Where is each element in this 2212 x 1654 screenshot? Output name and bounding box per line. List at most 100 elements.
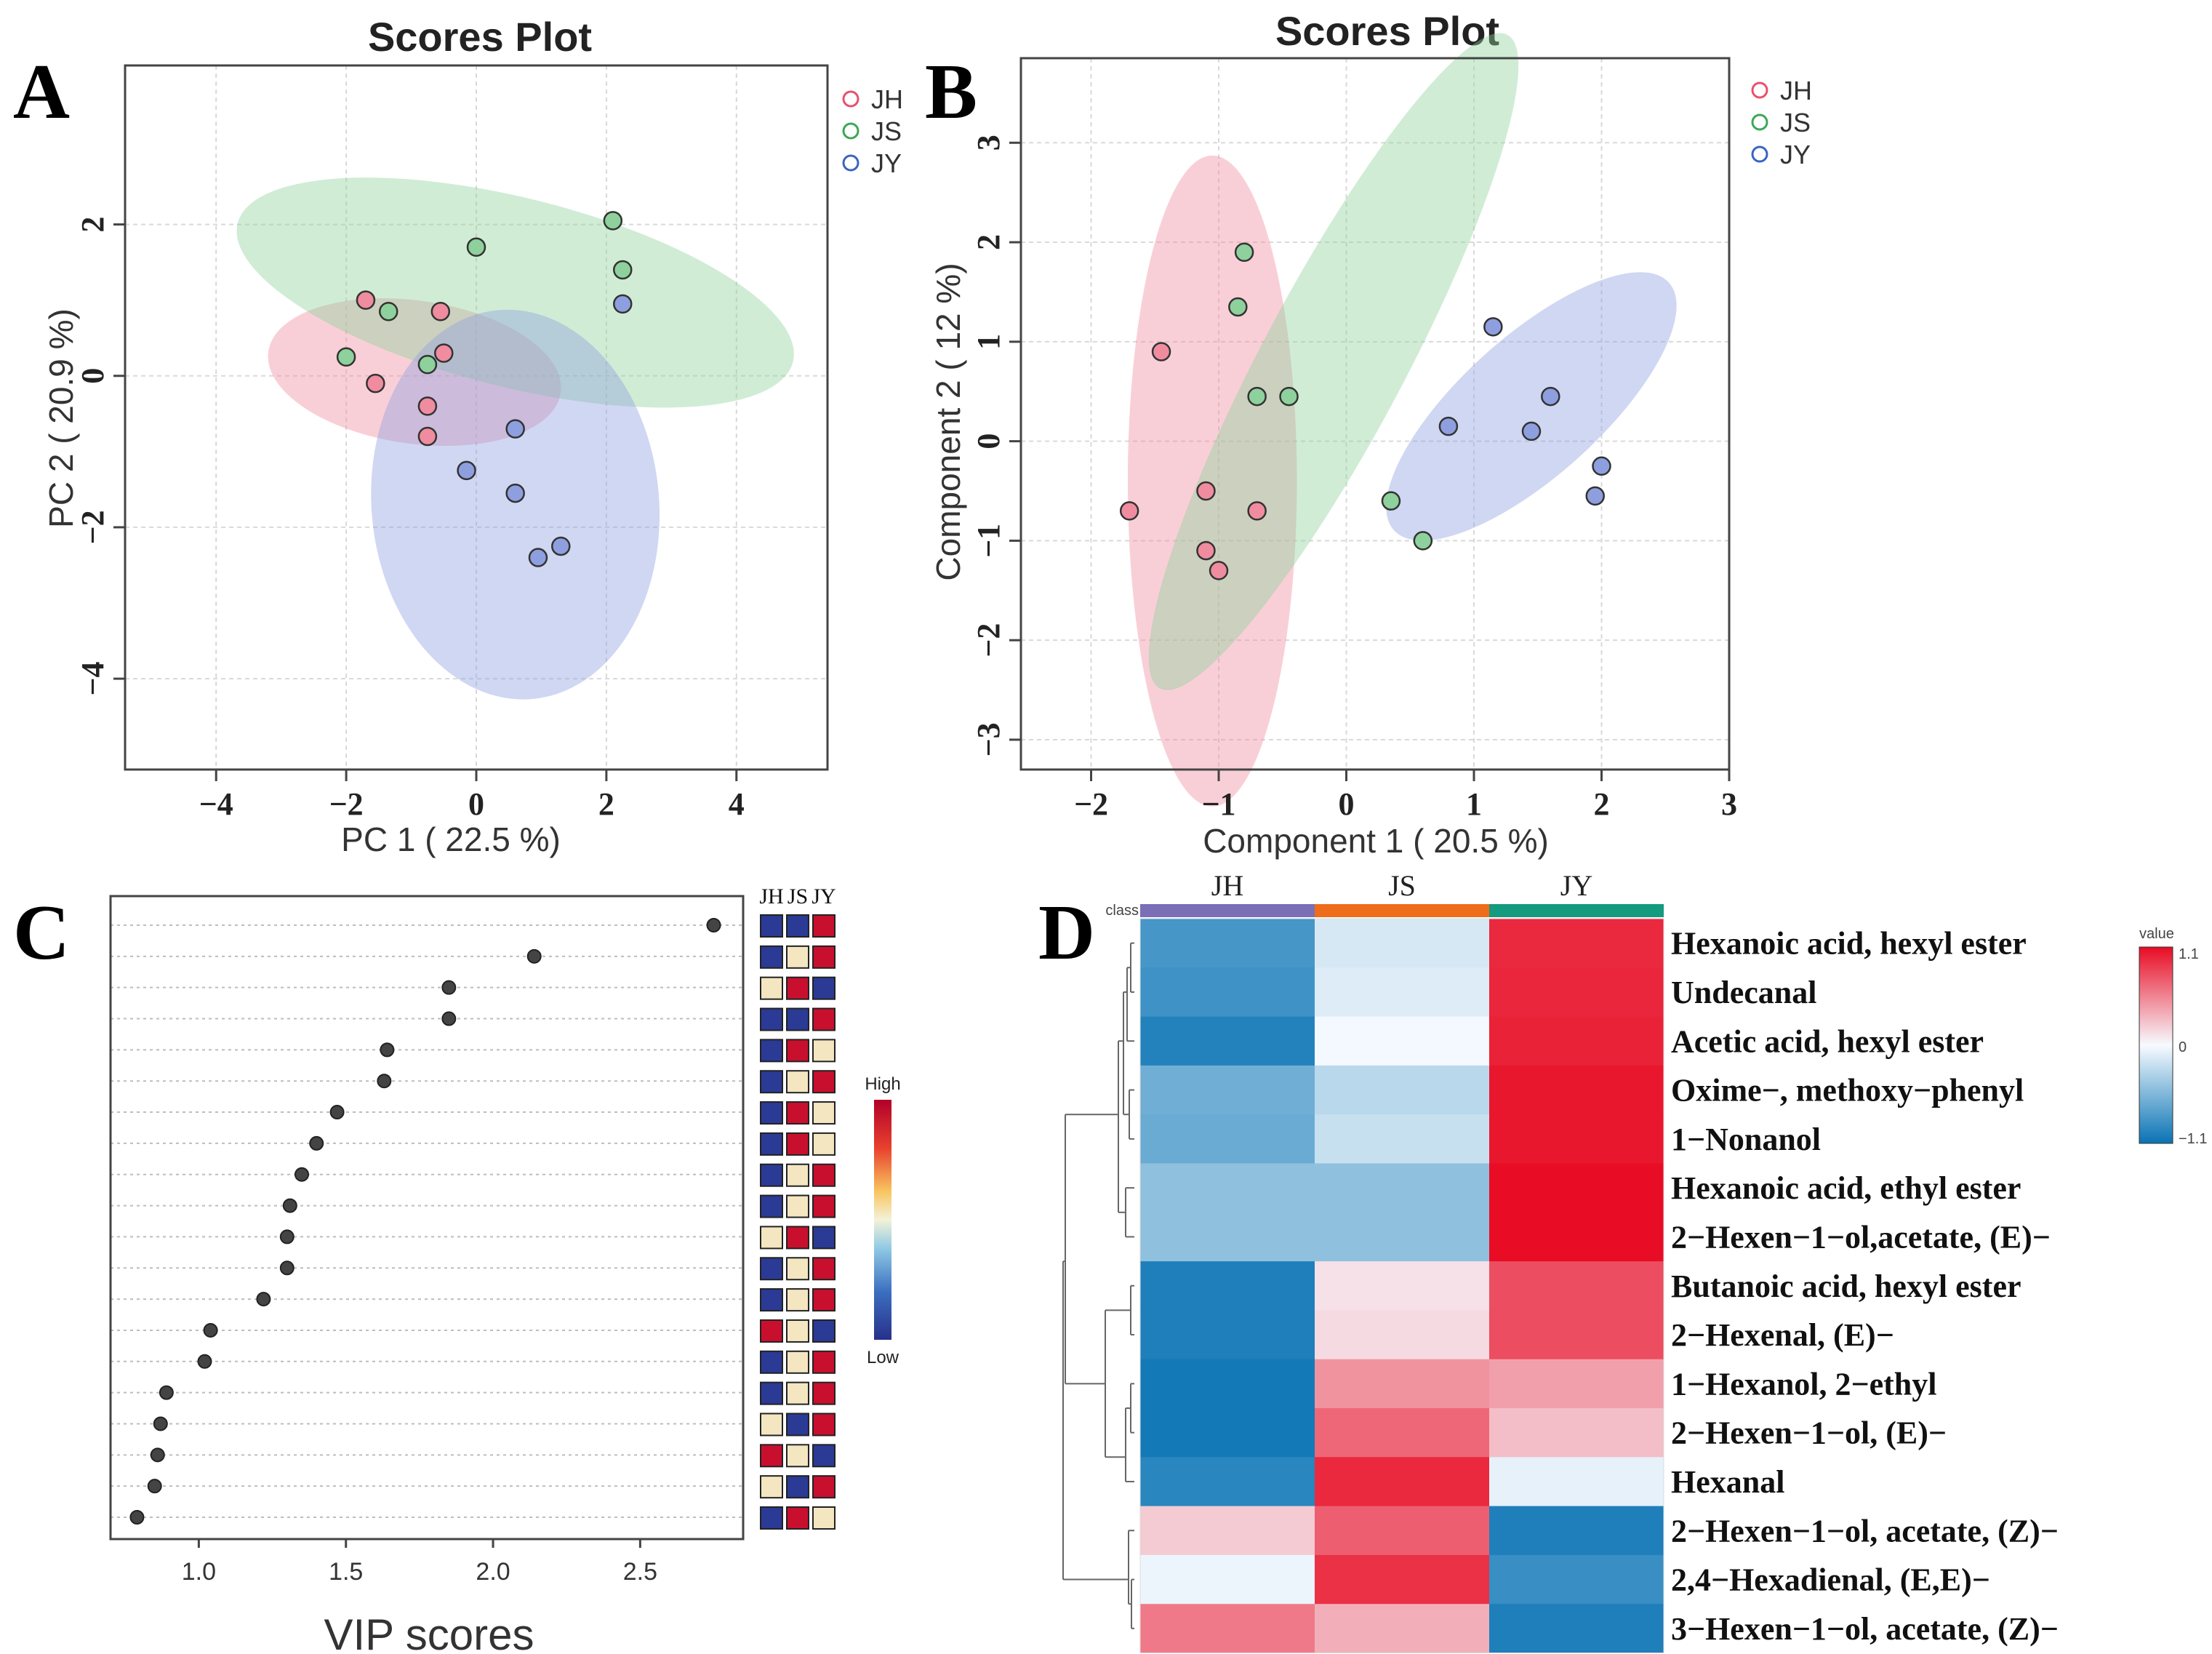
panel-c-vip-point-12 — [256, 1292, 271, 1307]
panel-c-cell-14-js — [786, 1350, 809, 1374]
panel-d-cell-7-jy — [1489, 1261, 1664, 1311]
panel-c-cell-11-jy — [812, 1257, 835, 1281]
panel-b-x-tick-label-0: −2 — [1074, 786, 1108, 822]
panel-c-cell-2-js — [786, 976, 809, 1000]
panel-d-row-label-8: 2−Hexenal, (E)− — [1671, 1317, 1894, 1353]
panel-c-cell-6-jh — [760, 1101, 783, 1125]
panel-b-point-jh-2 — [1196, 481, 1216, 501]
panel-a-point-js-3 — [379, 302, 398, 321]
panel-d-cell-13-js — [1315, 1554, 1490, 1605]
panel-d-row-label-12: 2−Hexen−1−ol, acetate, (Z)− — [1671, 1513, 2059, 1549]
panel-a-scores-plot: Scores Plot −4 −2 0 2 4 −4 −2 0 2 PC 1 ( 22.5 %)… — [42, 14, 903, 858]
panel-b-point-js-0 — [1234, 242, 1254, 262]
panel-a-legend-marker-js — [842, 122, 859, 140]
panel-b-point-js-2 — [1247, 386, 1267, 407]
panel-a-legend-label-jh: JH — [871, 84, 903, 114]
panel-d-row-label-1: Undecanal — [1671, 975, 1816, 1010]
panel-c-x-axis-label: VIP scores — [324, 1610, 534, 1654]
panel-d-row-label-11: Hexanal — [1671, 1464, 1784, 1500]
panel-a-x-tick-label-4: 4 — [729, 786, 745, 822]
panel-c-cell-18-js — [786, 1475, 809, 1499]
panel-c-group-matrix: JH JS JY — [759, 884, 836, 1530]
panel-c-cell-8-jh — [760, 1163, 783, 1187]
panel-b-x-tick-label-4: 2 — [1594, 786, 1610, 822]
panel-b-scores-plot: Scores Plot −2 −1 0 1 2 3 −3 −2 −1 0 1 2 3 Component… — [929, 8, 1812, 860]
panel-d-cell-9-jy — [1489, 1359, 1664, 1409]
panel-d-cell-1-jh — [1140, 967, 1315, 1018]
panel-c-cell-11-jh — [760, 1257, 783, 1281]
panel-b-point-jh-1 — [1119, 501, 1139, 521]
panel-b-point-jy-2 — [1438, 416, 1459, 436]
panel-d-cell-13-jy — [1489, 1554, 1664, 1605]
panel-d-cell-10-js — [1315, 1408, 1490, 1458]
panel-c-cell-16-js — [786, 1413, 809, 1437]
panel-a-point-jy-2 — [457, 460, 476, 481]
panel-c-cell-16-jy — [812, 1413, 835, 1437]
panel-a-x-tick-label-3: 2 — [598, 786, 614, 822]
panel-c-cell-12-jy — [812, 1288, 835, 1312]
panel-c-vip-plot: 1.0 1.5 2.0 2.5 VIP scores JH JS JY High Low — [109, 884, 901, 1654]
panel-d-class-label: class — [1105, 903, 1139, 919]
panel-c-cell-12-jh — [760, 1288, 783, 1312]
panel-b-ellipse-js — [1148, 33, 1519, 690]
panel-d-row-label-9: 1−Hexanol, 2−ethyl — [1671, 1366, 1936, 1402]
panel-c-group-header-jy: JY — [812, 884, 835, 908]
panel-a-ellipse-js — [236, 177, 794, 408]
panel-d-cell-14-jy — [1489, 1604, 1664, 1653]
panel-c-x-tick-label-3: 2.5 — [623, 1558, 657, 1586]
panel-b-y-tick-label-5: 2 — [971, 234, 1006, 250]
panel-d-cell-2-js — [1315, 1016, 1490, 1066]
panel-d-cell-5-js — [1315, 1163, 1490, 1213]
panel-c-vip-point-3 — [441, 1011, 457, 1026]
panel-d-cell-0-jh — [1140, 919, 1315, 968]
panel-a-y-tick-label-2: 0 — [75, 368, 111, 384]
panel-d-row-label-5: Hexanoic acid, ethyl ester — [1671, 1170, 2021, 1206]
panel-b-point-js-4 — [1381, 491, 1401, 511]
panel-b-y-tick-label-2: −1 — [971, 524, 1006, 558]
panel-d-column-header-jy: JY — [1560, 869, 1592, 902]
panel-c-cell-17-jh — [760, 1444, 783, 1468]
panel-a-ellipse-jy — [371, 309, 660, 700]
panel-d-row-label-6: 2−Hexen−1−ol,acetate, (E)− — [1671, 1219, 2051, 1255]
panel-b-point-jy-3 — [1521, 421, 1542, 442]
panel-b-x-tick-label-5: 3 — [1721, 786, 1737, 822]
panel-d-cell-3-jy — [1489, 1065, 1664, 1115]
panel-b-point-jy-4 — [1592, 456, 1611, 476]
panel-c-vip-point-13 — [203, 1322, 218, 1338]
panel-b-point-jy-5 — [1585, 486, 1605, 506]
panel-d-cell-6-jh — [1140, 1212, 1315, 1262]
panel-b-legend-marker-jy — [1751, 145, 1768, 163]
panel-c-cell-19-jy — [812, 1506, 835, 1530]
panel-c-vip-point-2 — [441, 980, 457, 995]
panel-c-cell-13-jh — [760, 1319, 783, 1343]
panel-c-cell-13-js — [786, 1319, 809, 1343]
panel-d-cell-14-js — [1315, 1604, 1490, 1653]
panel-a-point-jy-4 — [551, 536, 571, 556]
panel-d-cell-12-js — [1315, 1506, 1490, 1556]
panel-d-cell-0-js — [1315, 919, 1490, 968]
panel-c-cell-7-jy — [812, 1132, 835, 1156]
panel-b-x-axis-label: Component 1 ( 20.5 %) — [1203, 822, 1549, 860]
panel-c-cell-8-jy — [812, 1163, 835, 1187]
panel-c-group-header-js: JS — [788, 884, 808, 908]
panel-c-vip-point-1 — [526, 948, 542, 964]
panel-d-row-label-0: Hexanoic acid, hexyl ester — [1671, 926, 2027, 962]
panel-c-vip-point-15 — [159, 1385, 174, 1400]
panel-d-cell-8-jh — [1140, 1310, 1315, 1360]
panel-d-heatmap-frame — [1139, 918, 1664, 1653]
panel-d-cell-12-jy — [1489, 1506, 1664, 1556]
panel-b-y-tick-label-0: −3 — [971, 722, 1006, 756]
panel-d-scale-bar — [2139, 946, 2173, 1144]
panel-c-cell-7-js — [786, 1132, 809, 1156]
panel-a-point-js-5 — [417, 354, 438, 375]
panel-c-cell-14-jy — [812, 1350, 835, 1374]
panel-d-cell-3-js — [1315, 1065, 1490, 1115]
panel-a-point-jh-1 — [430, 302, 451, 321]
panel-c-cell-10-js — [786, 1226, 809, 1250]
panel-a-point-jh-4 — [417, 396, 438, 416]
panel-c-cell-2-jy — [812, 976, 835, 1000]
panel-a-point-js-0 — [466, 237, 486, 257]
panel-d-cell-10-jy — [1489, 1408, 1664, 1458]
panel-c-cell-6-jy — [812, 1101, 835, 1125]
panel-c-cell-11-js — [786, 1257, 809, 1281]
